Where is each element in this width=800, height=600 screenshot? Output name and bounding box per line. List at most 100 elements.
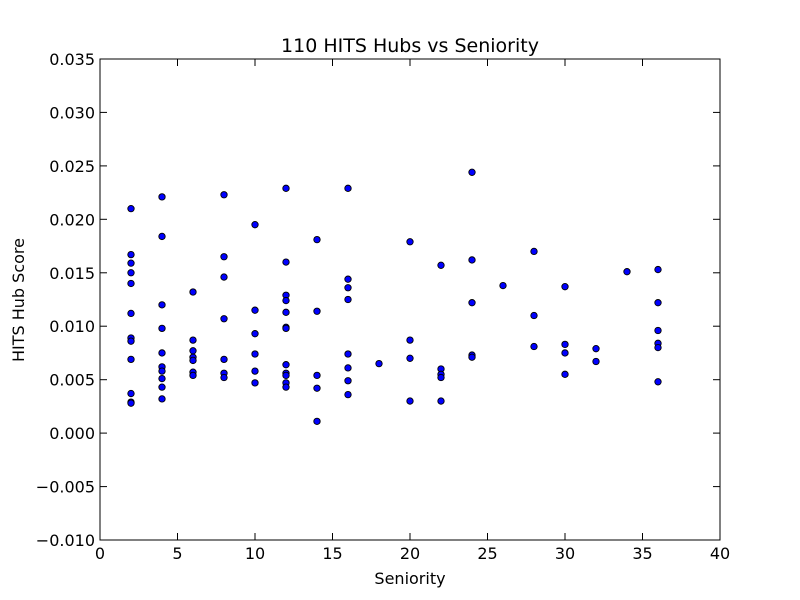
scatter-point bbox=[344, 390, 352, 399]
x-tick-label: 30 bbox=[555, 544, 575, 563]
y-axis-label: HITS Hub Score bbox=[9, 238, 28, 362]
scatter-point bbox=[251, 379, 259, 387]
scatter-point bbox=[189, 347, 197, 355]
scatter-point bbox=[158, 349, 166, 357]
x-tick-label: 15 bbox=[322, 544, 342, 563]
x-tick-label: 10 bbox=[245, 544, 265, 563]
scatter-point bbox=[437, 397, 445, 405]
scatter-point bbox=[158, 383, 166, 391]
y-tick-label: 0.035 bbox=[49, 50, 95, 69]
scatter-point bbox=[251, 350, 259, 358]
scatter-point bbox=[313, 235, 321, 244]
scatter-point bbox=[406, 397, 414, 405]
scatter-point bbox=[282, 361, 290, 369]
x-axis-label: Seniority bbox=[374, 569, 445, 588]
scatter-point bbox=[282, 371, 290, 380]
scatter-point bbox=[127, 204, 135, 213]
scatter-point bbox=[623, 268, 631, 276]
scatter-point bbox=[158, 367, 166, 375]
scatter-point bbox=[282, 383, 290, 391]
scatter-point bbox=[251, 306, 259, 314]
scatter-point bbox=[654, 343, 662, 352]
scatter-point bbox=[282, 324, 290, 333]
scatter-point bbox=[468, 353, 476, 361]
y-tick-label: 0.010 bbox=[49, 317, 95, 336]
data-points bbox=[127, 168, 662, 426]
scatter-point bbox=[282, 258, 290, 266]
scatter-point bbox=[561, 370, 569, 378]
scatter-point bbox=[127, 337, 135, 345]
axis-ticks: 0 5 10 15 20 25 30 35 40 −0.010 −0.005 0.000 0.005 0.… bbox=[36, 50, 730, 563]
plot-area-frame bbox=[99, 58, 721, 541]
scatter-point bbox=[158, 193, 166, 201]
scatter-point bbox=[654, 378, 662, 386]
scatter-point bbox=[344, 377, 352, 385]
scatter-point bbox=[561, 283, 569, 291]
scatter-point bbox=[592, 357, 600, 366]
scatter-point bbox=[561, 349, 569, 357]
scatter-point bbox=[189, 288, 197, 296]
scatter-point bbox=[654, 299, 662, 307]
scatter-point bbox=[313, 384, 321, 392]
scatter-point bbox=[344, 364, 352, 372]
scatter-point bbox=[654, 265, 662, 274]
scatter-point bbox=[158, 374, 166, 383]
scatter-point bbox=[406, 336, 414, 344]
scatter-point bbox=[127, 279, 135, 288]
scatter-point bbox=[158, 395, 166, 403]
y-tick-label: 0.005 bbox=[49, 371, 95, 390]
scatter-point bbox=[127, 269, 135, 277]
scatter-point bbox=[127, 259, 135, 267]
y-tick-label: −0.005 bbox=[36, 478, 95, 497]
y-tick-label: 0.020 bbox=[49, 210, 95, 229]
x-tick-label: 20 bbox=[400, 544, 420, 563]
scatter-point bbox=[220, 373, 228, 382]
scatter-point bbox=[375, 359, 383, 368]
y-tick-label: 0.030 bbox=[49, 103, 95, 122]
x-tick-label: 40 bbox=[710, 544, 730, 563]
scatter-point bbox=[530, 247, 538, 256]
scatter-point bbox=[654, 326, 662, 335]
y-tick-label: 0.025 bbox=[49, 157, 95, 176]
scatter-point bbox=[189, 356, 197, 365]
scatter-point bbox=[127, 399, 135, 407]
chart-title: 110 HITS Hubs vs Seniority bbox=[281, 35, 539, 57]
x-tick-label: 25 bbox=[477, 544, 497, 563]
x-tick-label: 0 bbox=[95, 544, 105, 563]
y-tick-label: 0.000 bbox=[49, 424, 95, 443]
scatter-point bbox=[251, 367, 259, 375]
scatter-point bbox=[127, 309, 135, 318]
scatter-point bbox=[313, 307, 321, 315]
scatter-point bbox=[220, 273, 228, 281]
scatter-point bbox=[127, 355, 135, 364]
scatter-point bbox=[313, 417, 321, 426]
scatter-point bbox=[158, 324, 166, 333]
scatter-point bbox=[468, 256, 476, 264]
scatter-point bbox=[530, 342, 538, 351]
scatter-point bbox=[592, 345, 600, 353]
scatter-point bbox=[344, 275, 352, 283]
scatter-point bbox=[468, 168, 476, 176]
scatter-point bbox=[437, 261, 445, 269]
scatter-point bbox=[220, 191, 228, 199]
y-tick-label: 0.015 bbox=[49, 264, 95, 283]
x-tick-label: 5 bbox=[172, 544, 182, 563]
scatter-point bbox=[189, 336, 197, 344]
scatter-point bbox=[282, 296, 290, 305]
x-tick-label: 35 bbox=[632, 544, 652, 563]
scatter-point bbox=[158, 301, 166, 309]
scatter-point bbox=[251, 221, 259, 229]
scatter-point bbox=[530, 311, 538, 320]
scatter-point bbox=[344, 350, 352, 358]
scatter-point bbox=[406, 354, 414, 362]
scatter-point bbox=[220, 355, 228, 364]
y-tick-label: −0.010 bbox=[36, 531, 95, 550]
scatter-point bbox=[313, 371, 321, 380]
scatter-point bbox=[406, 238, 414, 246]
scatter-point bbox=[437, 373, 445, 382]
scatter-point bbox=[189, 371, 197, 380]
scatter-point bbox=[561, 340, 569, 349]
scatter-point bbox=[468, 299, 476, 307]
scatter-point bbox=[220, 315, 228, 323]
